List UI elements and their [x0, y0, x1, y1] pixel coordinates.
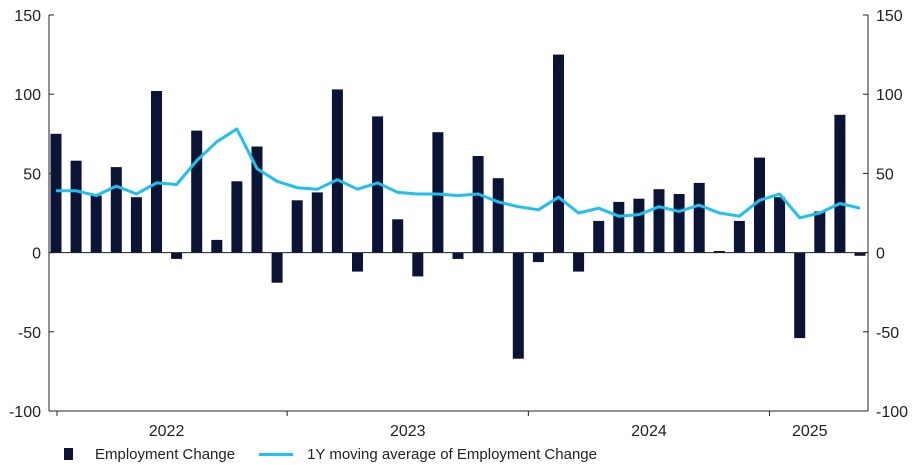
- bar-35: [754, 157, 765, 253]
- x-tick-label-2023: 2023: [390, 423, 426, 440]
- left-y-tick-label: -50: [18, 325, 41, 342]
- bar-23: [512, 252, 524, 359]
- bar-10: [251, 146, 263, 253]
- bar-32: [693, 182, 705, 253]
- bar-27: [593, 220, 605, 253]
- tick-labels: -100 -100 -50 -50 0 0 50 50 100 100 150 150 2022 2023…: [9, 8, 908, 440]
- bar-20: [452, 252, 464, 259]
- bar-26: [573, 252, 585, 272]
- left-y-tick-label: 100: [14, 87, 41, 104]
- bar-22: [492, 178, 504, 253]
- bar-37: [794, 252, 806, 339]
- legend: Employment Change 1Y moving average of E…: [64, 444, 621, 464]
- bar-30: [653, 189, 665, 253]
- bar-29: [633, 198, 645, 253]
- right-y-tick-label: 100: [876, 87, 903, 104]
- bar-8: [211, 239, 223, 253]
- bar-33: [713, 251, 725, 253]
- bar-24: [532, 252, 544, 263]
- bar-11: [271, 252, 283, 283]
- bar-5: [151, 91, 162, 253]
- bar-series: [50, 54, 866, 359]
- bar-38: [814, 211, 826, 253]
- bar-14: [331, 89, 343, 253]
- right-y-tick-label: -100: [876, 404, 908, 421]
- bar-34: [733, 220, 745, 253]
- bar-12: [291, 200, 303, 253]
- bar-4: [130, 197, 142, 253]
- bar-28: [613, 201, 625, 253]
- bar-2: [90, 195, 102, 253]
- moving-average-line: [56, 127, 861, 220]
- x-tick-label-2022: 2022: [149, 423, 185, 440]
- bar-40: [854, 252, 866, 256]
- bar-13: [311, 192, 323, 253]
- bar-21: [472, 156, 484, 253]
- right-y-tick-label: 150: [876, 8, 903, 25]
- bar-15: [352, 252, 363, 272]
- legend-label-employment-change: Employment Change: [95, 445, 236, 463]
- x-tick-label-2025: 2025: [792, 423, 828, 440]
- legend-item-moving-average: 1Y moving average of Employment Change: [259, 446, 597, 463]
- right-y-tick-label: -50: [876, 325, 899, 342]
- bar-18: [412, 252, 424, 277]
- legend-label-moving-average: 1Y moving average of Employment Change: [307, 445, 597, 463]
- left-y-tick-label: 150: [14, 8, 41, 25]
- right-y-tick-label: 50: [876, 166, 894, 183]
- axes: [48, 14, 869, 416]
- bar-36: [774, 197, 786, 253]
- bar-6: [171, 252, 183, 259]
- bar-31: [673, 194, 685, 253]
- bar-17: [392, 219, 404, 253]
- bar-39: [834, 114, 846, 253]
- bar-19: [432, 132, 444, 253]
- bar-1: [70, 160, 82, 253]
- left-y-tick-label: 50: [23, 166, 41, 183]
- bar-9: [231, 181, 243, 253]
- x-tick-label-2024: 2024: [631, 423, 667, 440]
- left-y-tick-label: 0: [32, 246, 41, 263]
- legend-bar-swatch: [64, 448, 73, 460]
- bar-7: [191, 130, 203, 253]
- legend-item-employment-change: Employment Change: [64, 446, 235, 463]
- bar-25: [553, 54, 564, 253]
- legend-line-swatch: [259, 452, 294, 456]
- bar-0: [50, 133, 62, 253]
- bar-3: [110, 167, 122, 253]
- right-y-tick-label: 0: [876, 246, 885, 263]
- left-y-tick-label: -100: [9, 404, 41, 421]
